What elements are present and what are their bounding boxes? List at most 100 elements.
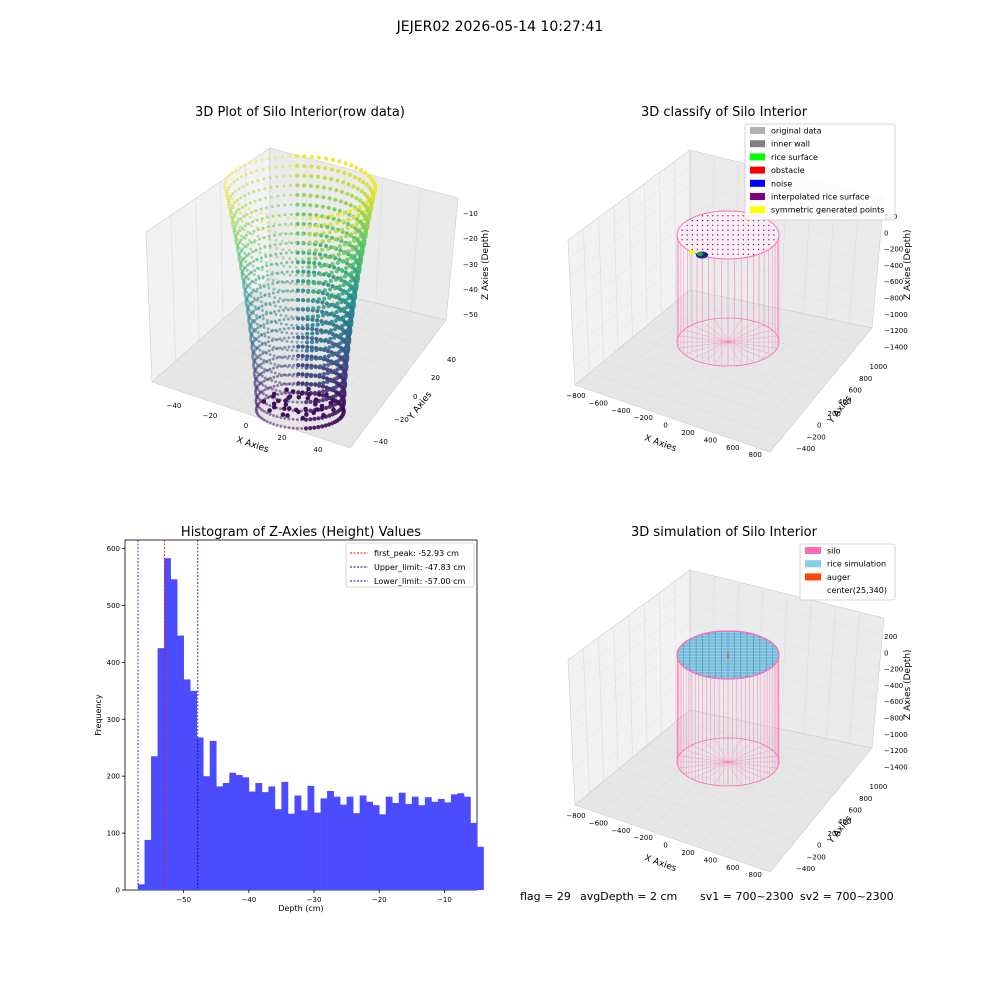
raw-point [254,257,258,261]
raw-point [263,293,267,297]
silo-floor-spoke [683,761,729,775]
raw-xtick: 0 [244,422,248,430]
raw-point [305,298,311,303]
pane-grid-line [573,674,691,769]
raw-point [304,348,309,353]
raw-point [282,264,286,268]
raw-point [259,256,263,260]
raw-point [271,348,275,352]
raw-point [335,220,340,225]
raw-point [271,393,276,399]
raw-point [254,329,258,333]
raw-point [305,306,310,311]
raw-point [249,325,253,329]
silo-floor-spoke [678,341,729,349]
raw-point [248,201,252,205]
hist-ytick: 200 [107,773,120,781]
interpolated-surface-point [706,239,709,241]
legend-swatch [805,547,821,554]
raw-point [284,232,288,236]
raw-point [324,271,329,276]
raw-point [291,409,295,413]
pane-grid-line [674,161,676,302]
legend-swatch [750,193,765,200]
classify-legend: original data inner wall rice surface obsta… [744,123,896,221]
raw-point [283,281,287,285]
ztick: −1200 [884,327,908,335]
raw-point [238,259,241,263]
raw-point [260,268,264,272]
raw-point [310,331,315,336]
hist-bar [333,796,341,890]
raw-point [307,232,312,237]
pane-grid-line [661,733,847,780]
pane-grid-line [573,692,691,788]
raw-point [242,279,245,283]
raw-point [337,284,342,289]
raw-point [278,337,282,341]
xtick: −800 [566,392,585,400]
raw-point [291,400,295,404]
raw-point [290,357,294,361]
raw-point [351,184,356,189]
interpolated-surface-point [732,215,734,217]
raw-point [305,323,310,328]
hist-xlabel: Depth (cm) [278,904,323,913]
raw-point [322,288,327,293]
raw-point [332,335,337,340]
raw-point [257,237,261,241]
raw-point [292,354,296,358]
interpolated-surface-point [717,215,719,217]
interpolated-surface-point [706,215,709,217]
raw-point [285,348,289,352]
raw-point [321,195,326,200]
raw-point [265,321,269,325]
raw-point [265,312,269,316]
raw-point [284,323,288,326]
silo-floor-spoke [727,341,765,360]
raw-point [271,357,275,361]
raw-point [277,355,280,359]
raw-point [261,167,265,171]
raw-point [321,412,326,418]
raw-point [282,327,286,331]
raw-point [286,289,290,293]
raw-point [280,239,284,243]
silo-floor-spoke [727,761,765,780]
raw-point [287,336,291,340]
raw-point [263,418,267,422]
raw-point [276,346,280,350]
raw-point [337,349,342,355]
raw-point [272,375,276,379]
raw-point [290,348,294,352]
raw-point [315,318,320,323]
raw-point [349,163,354,168]
raw-point [295,340,299,344]
raw-point [265,269,269,273]
raw-point [241,257,245,261]
raw-grid-line [304,157,308,287]
raw-point [275,423,279,427]
legend-label: center(25,340) [827,586,887,595]
pane-grid-line [696,733,804,848]
pane-grid-line [826,605,836,739]
raw-point [331,407,336,413]
raw-point [243,194,246,198]
silo-floor-spoke [683,749,729,763]
raw-point [342,306,347,311]
raw-point [246,182,249,186]
classify-xlabel: X Axies [643,433,678,454]
raw-point [295,374,299,378]
raw-point [272,354,276,358]
pane-grid-line [745,323,850,444]
raw-point [240,175,243,179]
raw-point [320,239,325,244]
interpolated-surface-point [696,224,699,227]
raw-point [309,348,314,353]
raw-point [295,307,299,311]
raw-point [227,200,231,204]
raw-point [301,233,305,236]
raw-point [232,226,236,230]
raw-point [263,379,266,383]
